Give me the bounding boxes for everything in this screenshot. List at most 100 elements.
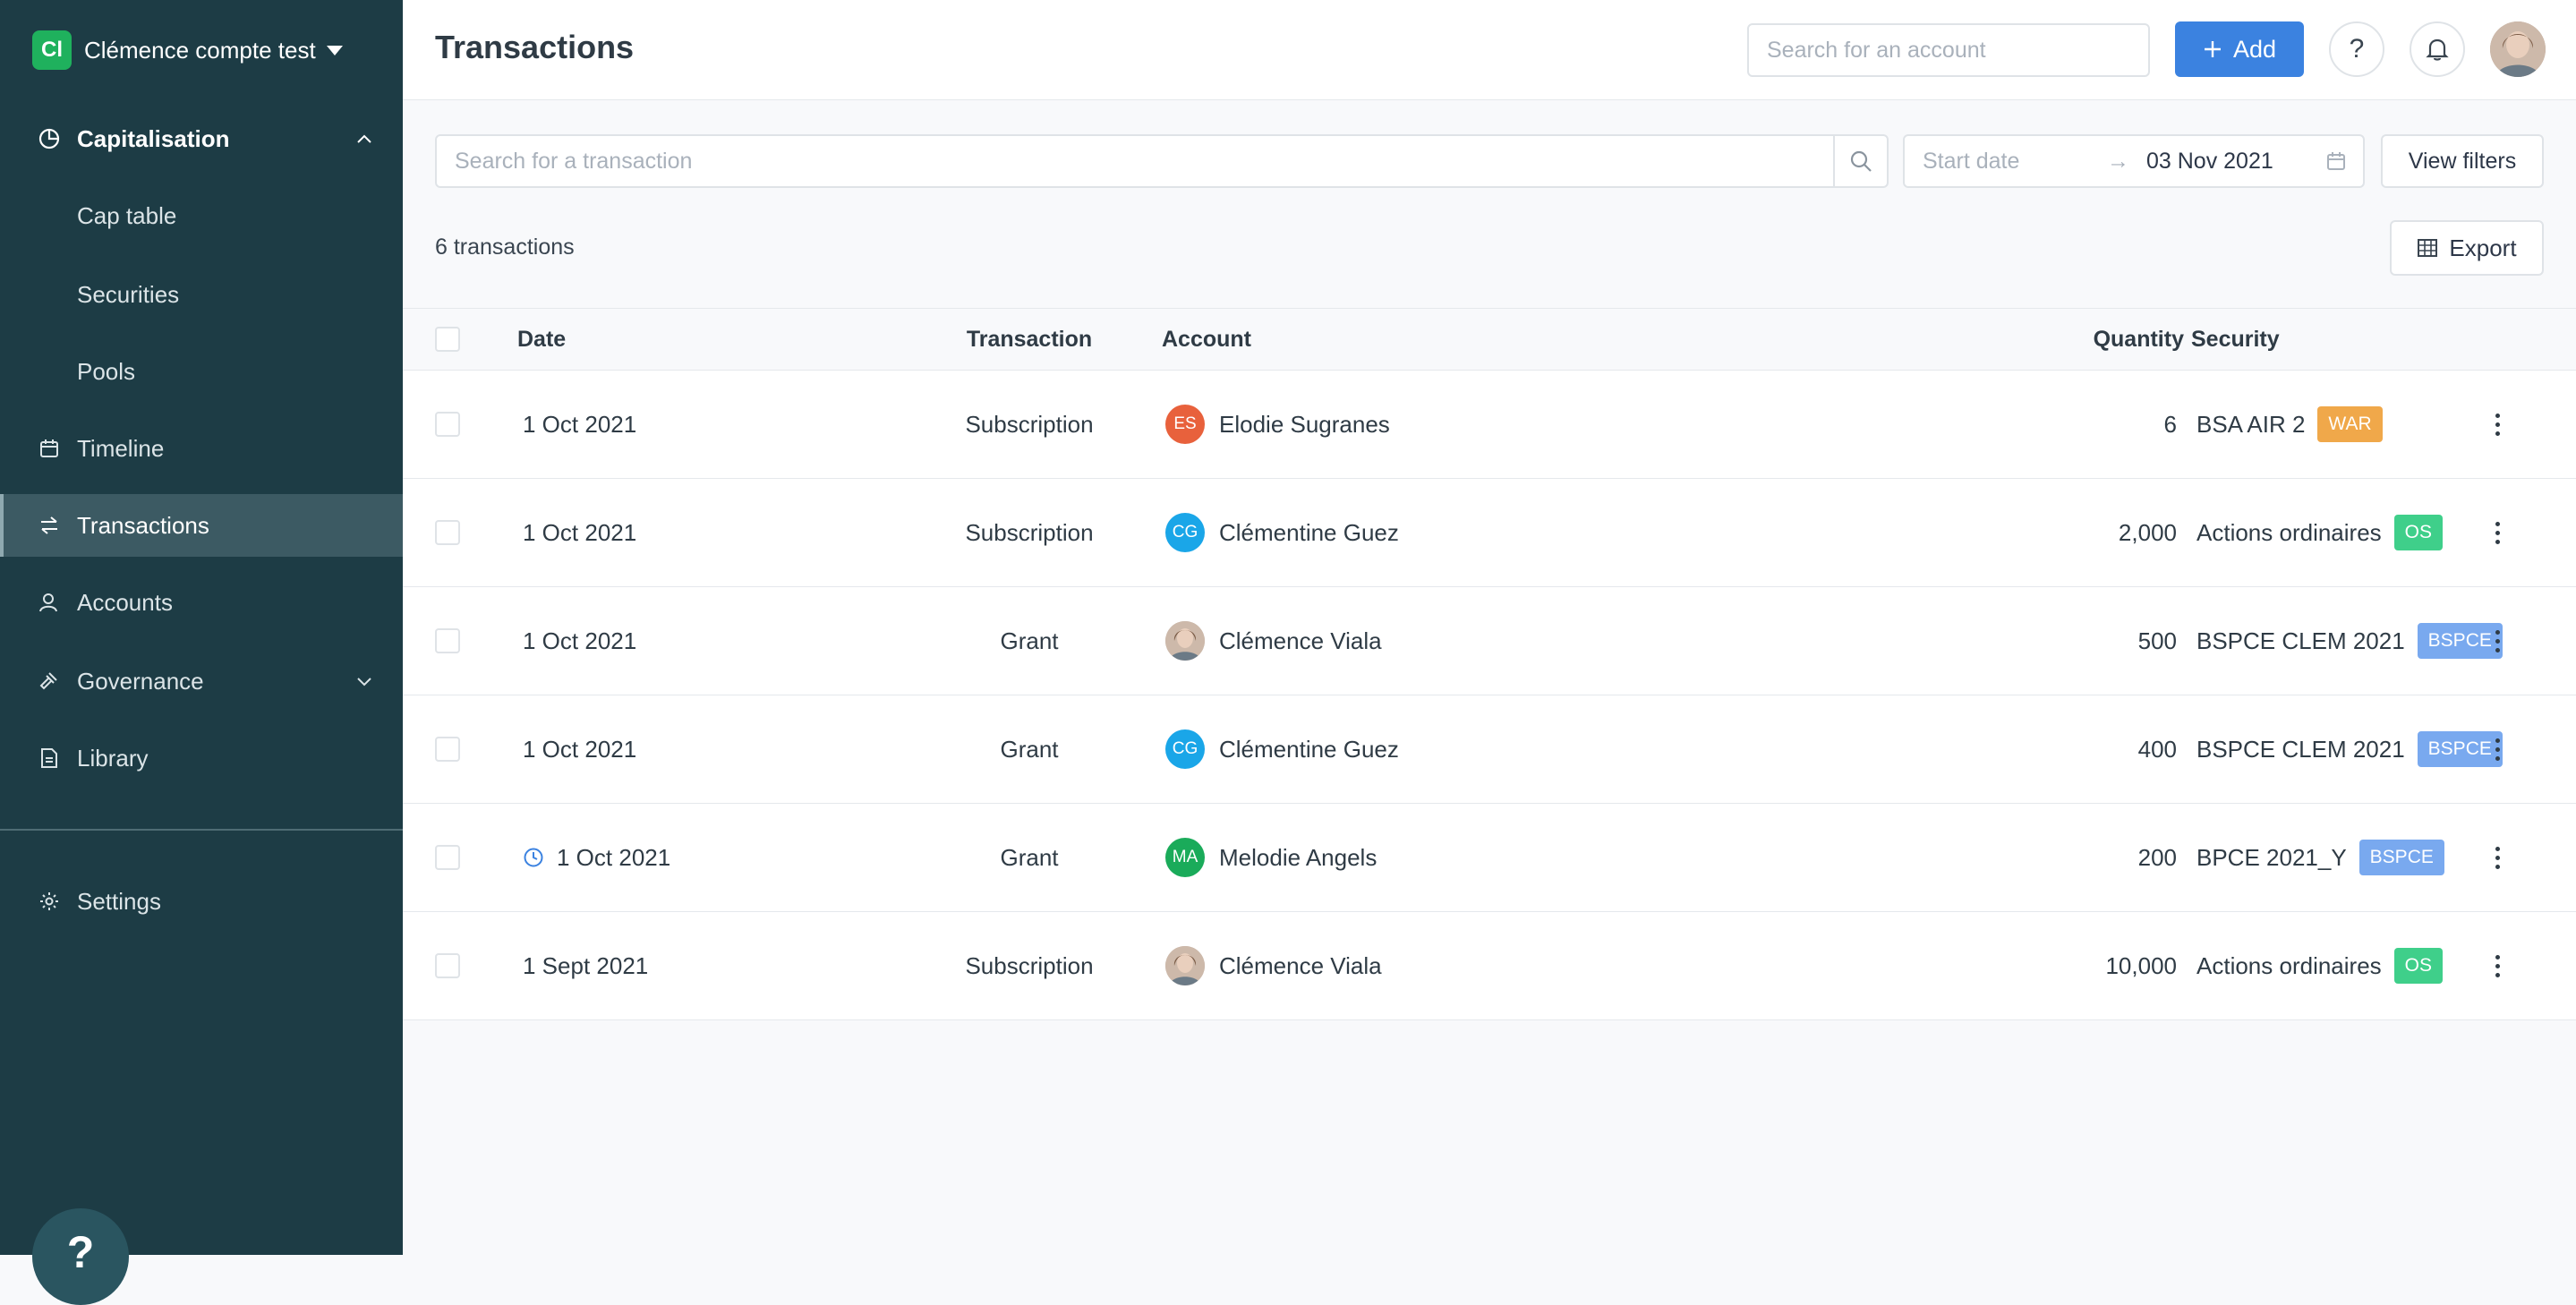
sidebar-item-governance[interactable]: Governance: [0, 650, 403, 712]
kebab-menu-icon: [2495, 629, 2500, 652]
date-cell: 1 Sept 2021: [523, 912, 648, 1019]
column-header-account[interactable]: Account: [1162, 326, 1251, 352]
security-name: Actions ordinaires: [2196, 951, 2382, 979]
table-row[interactable]: 1 Oct 2021 Subscription ES Elodie Sugranes 6…: [403, 371, 2576, 479]
start-date-input[interactable]: Start date: [1923, 148, 2020, 174]
row-actions-button[interactable]: [2470, 371, 2524, 478]
row-actions-button[interactable]: [2470, 479, 2524, 586]
sidebar-item-accounts[interactable]: Accounts: [0, 571, 403, 634]
notifications-button[interactable]: [2410, 21, 2465, 77]
user-icon: [38, 591, 61, 614]
table-row[interactable]: 1 Oct 2021 Grant CG Clémentine Guez 400 BSPCE…: [403, 695, 2576, 804]
row-checkbox[interactable]: [435, 520, 460, 545]
view-filters-button[interactable]: View filters: [2381, 134, 2544, 188]
row-checkbox[interactable]: [435, 845, 460, 870]
bell-icon: [2426, 38, 2449, 61]
column-header-quantity[interactable]: Quantity: [2093, 326, 2184, 352]
table-row[interactable]: 1 Oct 2021 Grant Clémence Viala 500 BSPCE CL…: [403, 587, 2576, 695]
quantity: 2,000: [2118, 518, 2177, 546]
account-name[interactable]: Melodie Angels: [1219, 843, 1378, 871]
transaction-date: 1 Oct 2021: [557, 843, 671, 871]
row-actions-button[interactable]: [2470, 587, 2524, 695]
help-button[interactable]: ?: [2329, 21, 2384, 77]
sidebar-item-pools[interactable]: Pools: [0, 340, 403, 403]
security-name: Actions ordinaires: [2196, 518, 2382, 546]
sidebar-item-cap-table[interactable]: Cap table: [0, 184, 403, 247]
account-name[interactable]: Clémentine Guez: [1219, 518, 1399, 546]
column-header-transaction[interactable]: Transaction: [966, 326, 1093, 352]
chevron-down-icon: [356, 671, 372, 692]
sidebar-item-timeline[interactable]: Timeline: [0, 417, 403, 480]
sidebar-item-label: Timeline: [77, 434, 165, 462]
transaction-search-box: [435, 134, 1889, 188]
row-checkbox[interactable]: [435, 628, 460, 653]
security-name: BSPCE CLEM 2021: [2196, 735, 2405, 763]
account-name[interactable]: Clémence Viala: [1219, 951, 1382, 979]
security-type-badge: BSPCE: [2417, 731, 2503, 767]
table-row[interactable]: 1 Oct 2021 Subscription CG Clémentine Guez 2…: [403, 479, 2576, 587]
kebab-menu-icon: [2495, 738, 2500, 761]
arrow-right-icon: →: [2107, 148, 2129, 174]
select-all-checkbox[interactable]: [435, 327, 460, 352]
account-avatar: MA: [1165, 838, 1205, 877]
column-header-date[interactable]: Date: [517, 326, 567, 352]
sidebar-item-label: Library: [77, 744, 149, 772]
user-photo-icon: [1165, 946, 1205, 985]
avatar-initials: CG: [1172, 739, 1198, 758]
sidebar-divider: [0, 829, 403, 831]
row-checkbox[interactable]: [435, 953, 460, 978]
table-row[interactable]: 1 Sept 2021 Subscription Clémence Viala 10,…: [403, 912, 2576, 1020]
quantity: 200: [2137, 843, 2177, 871]
account-search-input[interactable]: [1747, 23, 2150, 77]
account-name[interactable]: Elodie Sugranes: [1219, 410, 1390, 438]
search-button[interactable]: [1833, 136, 1887, 186]
date-range-picker[interactable]: Start date → 03 Nov 2021: [1903, 134, 2365, 188]
transactions-table: Date Transaction Account Quantity Securi…: [403, 308, 2576, 1020]
security-cell: BSPCE CLEM 2021 BSPCE: [2196, 695, 2503, 803]
sidebar-item-label: Governance: [77, 667, 204, 695]
security-name: BSPCE CLEM 2021: [2196, 627, 2405, 654]
table-row[interactable]: 1 Oct 2021 Grant MA Melodie Angels 200 BPCE 2…: [403, 804, 2576, 912]
sidebar-item-label: Pools: [77, 357, 136, 385]
sidebar-item-transactions[interactable]: Transactions: [0, 494, 403, 557]
column-header-security[interactable]: Security: [2191, 326, 2280, 352]
security-cell: BPCE 2021_Y BSPCE: [2196, 804, 2444, 911]
date-cell: 1 Oct 2021: [523, 479, 636, 586]
org-switcher[interactable]: Cl Clémence compte test: [32, 30, 343, 70]
account-name[interactable]: Clémentine Guez: [1219, 735, 1399, 763]
row-actions-button[interactable]: [2470, 912, 2524, 1019]
account-avatar: CG: [1165, 729, 1205, 769]
sidebar-item-capitalisation[interactable]: Capitalisation: [0, 107, 403, 170]
account-avatar: [1165, 946, 1205, 985]
kebab-menu-icon: [2495, 954, 2500, 977]
sidebar-item-securities[interactable]: Securities: [0, 263, 403, 326]
quantity: 10,000: [2105, 951, 2177, 979]
end-date-input[interactable]: 03 Nov 2021: [2146, 148, 2273, 174]
account-cell: Clémence Viala: [1162, 912, 1382, 1019]
export-button[interactable]: Export: [2390, 220, 2544, 276]
account-name[interactable]: Clémence Viala: [1219, 627, 1382, 654]
user-avatar[interactable]: [2490, 21, 2546, 77]
row-checkbox[interactable]: [435, 737, 460, 762]
gavel-icon: [38, 670, 61, 693]
kebab-menu-icon: [2495, 413, 2500, 436]
table-body: 1 Oct 2021 Subscription ES Elodie Sugranes 6…: [403, 371, 2576, 1020]
security-name: BSA AIR 2: [2196, 410, 2306, 438]
add-button[interactable]: Add: [2175, 21, 2304, 77]
row-actions-button[interactable]: [2470, 804, 2524, 911]
sidebar-item-settings[interactable]: Settings: [0, 870, 403, 933]
row-checkbox[interactable]: [435, 412, 460, 437]
sidebar-item-label: Settings: [77, 887, 161, 915]
transaction-date: 1 Sept 2021: [523, 951, 649, 979]
user-photo-icon: [2490, 21, 2546, 77]
help-chat-button[interactable]: ?: [32, 1208, 129, 1305]
transaction-search-input[interactable]: [437, 136, 1835, 186]
account-avatar: CG: [1165, 513, 1205, 552]
avatar-initials: CG: [1172, 523, 1198, 542]
date-cell: 1 Oct 2021: [523, 695, 636, 803]
caret-down-icon: [326, 45, 343, 55]
quantity: 6: [2163, 410, 2177, 438]
security-type-badge: WAR: [2317, 406, 2383, 442]
sidebar-item-library[interactable]: Library: [0, 727, 403, 789]
row-actions-button[interactable]: [2470, 695, 2524, 803]
